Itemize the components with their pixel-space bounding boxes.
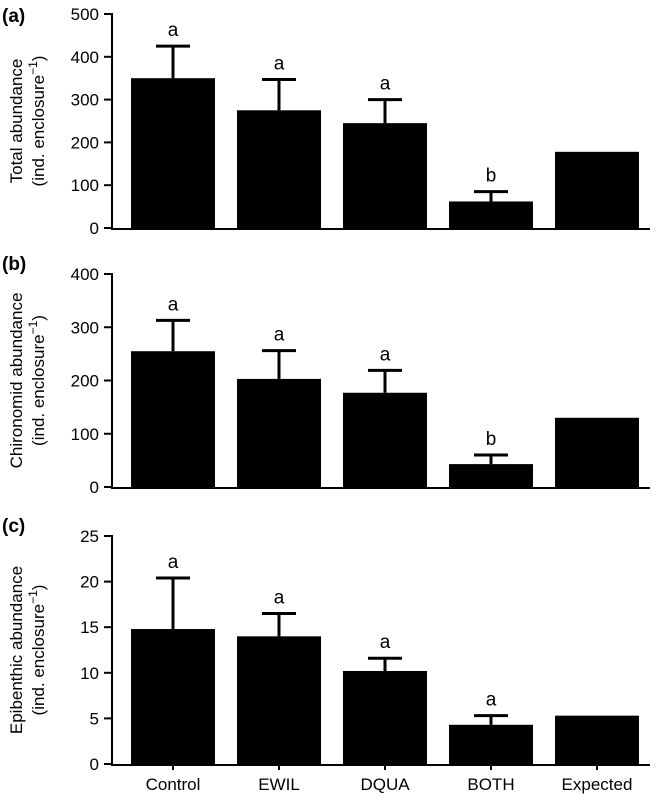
significance-label: a [168, 294, 179, 315]
bar [449, 464, 533, 487]
chart-panel: (a) 0 100 200 300 400 500 Total abundance (ind. … [2, 5, 650, 238]
y-tick-label: 0 [90, 755, 99, 774]
y-tick-label: 20 [80, 573, 99, 592]
significance-label: a [274, 588, 285, 609]
panel-label: (b) [2, 254, 26, 275]
significance-label: b [486, 429, 497, 450]
significance-label: a [168, 552, 179, 573]
bar [343, 392, 427, 487]
y-tick-label: 0 [90, 478, 99, 497]
x-tick-label: EWIL [258, 775, 300, 794]
y-axis-unit-label: (ind. enclosure−1) [26, 585, 48, 716]
bar [237, 378, 321, 487]
bar [131, 78, 215, 228]
y-tick-label: 300 [71, 318, 99, 337]
x-tick-label: Control [146, 775, 201, 794]
y-tick-label: 200 [71, 372, 99, 391]
y-tick-label: 500 [71, 5, 99, 24]
bar [131, 629, 215, 764]
y-axis-label: Chironomid abundance [7, 293, 26, 469]
y-tick-label: 400 [71, 48, 99, 67]
y-axis-unit-label: (ind. enclosure−1) [26, 315, 48, 446]
chart-panel: (c) 0 5 10 15 20 25 Epibenthic abundance (ind. e… [2, 516, 650, 794]
y-tick-label: 300 [71, 91, 99, 110]
y-tick-label: 5 [90, 709, 99, 728]
bar [237, 110, 321, 228]
panel-label: (c) [2, 516, 25, 537]
significance-label: a [486, 690, 497, 711]
y-axis-label: Epibenthic abundance [7, 566, 26, 734]
significance-label: a [274, 53, 285, 74]
x-tick-label: BOTH [467, 775, 514, 794]
y-tick-label: 25 [80, 527, 99, 546]
bar [237, 636, 321, 764]
panel-label: (a) [2, 6, 25, 27]
bar [343, 670, 427, 764]
significance-label: a [168, 20, 179, 41]
y-tick-label: 200 [71, 133, 99, 152]
y-tick-label: 100 [71, 176, 99, 195]
bar [343, 123, 427, 228]
significance-label: a [274, 325, 285, 346]
y-axis-unit-label: (ind. enclosure−1) [26, 56, 48, 187]
bar [555, 715, 639, 764]
significance-label: a [380, 632, 391, 653]
x-tick-label: Expected [562, 775, 633, 794]
y-tick-label: 100 [71, 425, 99, 444]
y-tick-label: 15 [80, 618, 99, 637]
significance-label: a [380, 74, 391, 95]
significance-label: a [380, 344, 391, 365]
bar [449, 724, 533, 764]
bar [449, 201, 533, 228]
x-tick-label: DQUA [360, 775, 410, 794]
bar [555, 151, 639, 228]
bar [555, 417, 639, 487]
y-tick-label: 10 [80, 664, 99, 683]
bar [131, 351, 215, 487]
y-tick-label: 0 [90, 219, 99, 238]
chart-panel: (b) 0 100 200 300 400 Chironomid abundance (ind… [2, 254, 650, 497]
significance-label: b [486, 166, 497, 187]
y-tick-label: 400 [71, 265, 99, 284]
y-axis-label: Total abundance [7, 59, 26, 184]
